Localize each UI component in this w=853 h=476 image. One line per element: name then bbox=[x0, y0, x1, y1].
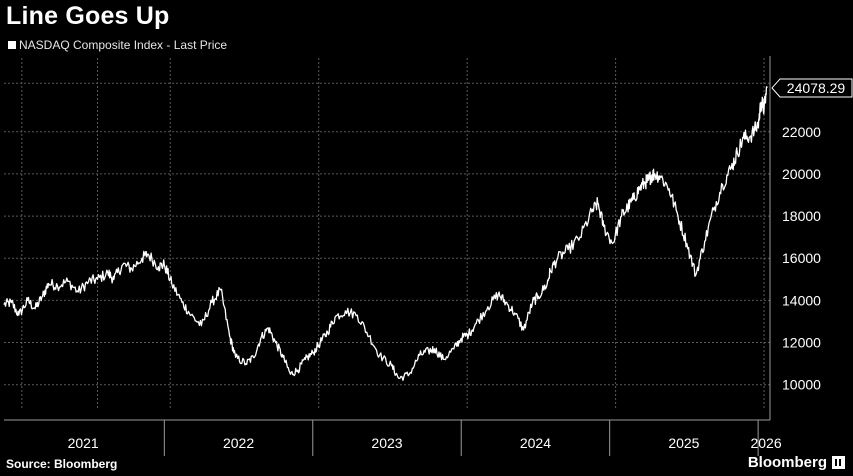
x-tick-label: 2025 bbox=[668, 435, 699, 451]
source-note: Source: Bloomberg bbox=[6, 457, 118, 471]
legend-label: NASDAQ Composite Index - Last Price bbox=[19, 38, 228, 52]
last-price-callout: 24078.29 bbox=[771, 78, 853, 98]
series-layer bbox=[3, 86, 768, 381]
x-tick-label: 2021 bbox=[68, 435, 99, 451]
grid-layer bbox=[4, 58, 770, 410]
series-line bbox=[3, 86, 768, 381]
brand-name: Bloomberg bbox=[747, 454, 827, 471]
y-tick-label: 22000 bbox=[782, 124, 821, 140]
axis-layer: 10000 12000 14000 16000 18000 20000 22000 2021 2… bbox=[4, 56, 821, 456]
y-tick-label: 12000 bbox=[782, 335, 821, 351]
legend-swatch bbox=[8, 41, 16, 49]
x-tick-label: 2024 bbox=[520, 435, 551, 451]
x-tick-label: 2023 bbox=[371, 435, 402, 451]
bloomberg-logo-icon bbox=[832, 456, 845, 469]
legend: NASDAQ Composite Index - Last Price bbox=[8, 38, 227, 52]
chart-title: Line Goes Up bbox=[6, 2, 170, 30]
y-tick-label: 20000 bbox=[782, 166, 821, 182]
y-tick-label: 16000 bbox=[782, 250, 821, 266]
y-tick-label: 10000 bbox=[782, 377, 821, 393]
y-tick-label: 14000 bbox=[782, 292, 821, 308]
x-tick-label: 2026 bbox=[750, 435, 781, 451]
label-layer: 24078.29 bbox=[771, 78, 853, 98]
last-price-label: 24078.29 bbox=[787, 80, 846, 96]
last-price-box bbox=[771, 78, 853, 98]
y-tick-label: 18000 bbox=[782, 208, 821, 224]
brand-mark: Bloomberg bbox=[748, 454, 845, 471]
x-tick-label: 2022 bbox=[223, 435, 254, 451]
